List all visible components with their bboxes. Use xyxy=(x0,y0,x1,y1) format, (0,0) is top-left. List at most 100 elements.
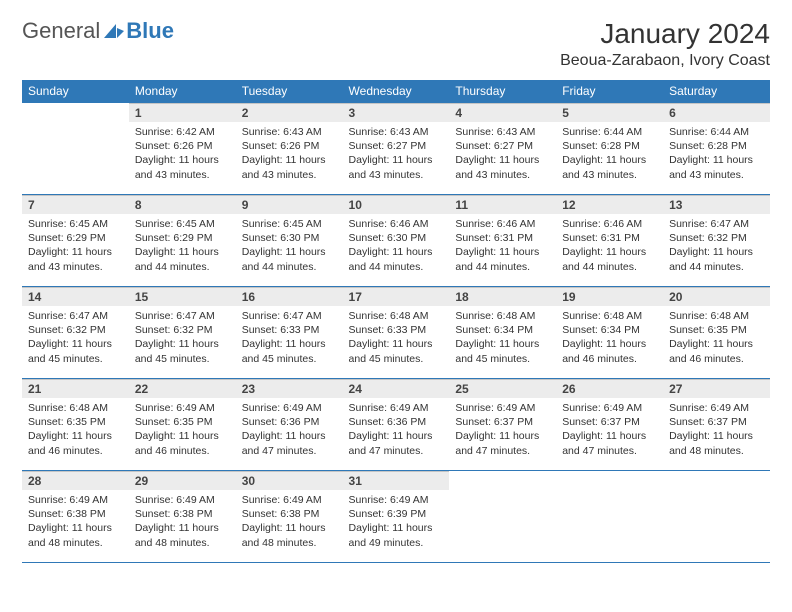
sunrise-line: Sunrise: 6:44 AM xyxy=(562,125,657,139)
day-number: 10 xyxy=(343,195,450,214)
daylight-line: and 45 minutes. xyxy=(455,352,550,366)
daylight-line: Daylight: 11 hours xyxy=(242,429,337,443)
day-body: Sunrise: 6:46 AMSunset: 6:31 PMDaylight:… xyxy=(449,214,556,278)
day-number: 8 xyxy=(129,195,236,214)
daylight-line: and 46 minutes. xyxy=(28,444,123,458)
daylight-line: Daylight: 11 hours xyxy=(562,429,657,443)
day-body: Sunrise: 6:46 AMSunset: 6:30 PMDaylight:… xyxy=(343,214,450,278)
calendar-day-cell: 31Sunrise: 6:49 AMSunset: 6:39 PMDayligh… xyxy=(343,471,450,563)
calendar-day-cell: 2Sunrise: 6:43 AMSunset: 6:26 PMDaylight… xyxy=(236,103,343,195)
daylight-line: Daylight: 11 hours xyxy=(562,337,657,351)
daylight-line: Daylight: 11 hours xyxy=(669,153,764,167)
sunrise-line: Sunrise: 6:43 AM xyxy=(455,125,550,139)
calendar-day-cell: 17Sunrise: 6:48 AMSunset: 6:33 PMDayligh… xyxy=(343,287,450,379)
day-number: 31 xyxy=(343,471,450,490)
sunset-line: Sunset: 6:39 PM xyxy=(349,507,444,521)
calendar-day-cell: 4Sunrise: 6:43 AMSunset: 6:27 PMDaylight… xyxy=(449,103,556,195)
calendar-day-cell xyxy=(663,471,770,563)
calendar-table: Sunday Monday Tuesday Wednesday Thursday… xyxy=(22,80,770,563)
calendar-day-cell: 3Sunrise: 6:43 AMSunset: 6:27 PMDaylight… xyxy=(343,103,450,195)
sunset-line: Sunset: 6:27 PM xyxy=(455,139,550,153)
calendar-day-cell: 21Sunrise: 6:48 AMSunset: 6:35 PMDayligh… xyxy=(22,379,129,471)
day-body: Sunrise: 6:45 AMSunset: 6:29 PMDaylight:… xyxy=(22,214,129,278)
location-label: Beoua-Zarabaon, Ivory Coast xyxy=(560,52,770,70)
sunset-line: Sunset: 6:29 PM xyxy=(135,231,230,245)
sunset-line: Sunset: 6:26 PM xyxy=(242,139,337,153)
calendar-day-cell: 30Sunrise: 6:49 AMSunset: 6:38 PMDayligh… xyxy=(236,471,343,563)
weekday-header: Monday xyxy=(129,80,236,103)
daylight-line: and 49 minutes. xyxy=(349,536,444,550)
daylight-line: Daylight: 11 hours xyxy=(135,153,230,167)
day-body: Sunrise: 6:43 AMSunset: 6:26 PMDaylight:… xyxy=(236,122,343,186)
day-number: 12 xyxy=(556,195,663,214)
sunrise-line: Sunrise: 6:46 AM xyxy=(455,217,550,231)
day-number: 15 xyxy=(129,287,236,306)
calendar-day-cell xyxy=(449,471,556,563)
daylight-line: Daylight: 11 hours xyxy=(349,429,444,443)
sunrise-line: Sunrise: 6:42 AM xyxy=(135,125,230,139)
calendar-day-cell: 24Sunrise: 6:49 AMSunset: 6:36 PMDayligh… xyxy=(343,379,450,471)
sunset-line: Sunset: 6:34 PM xyxy=(562,323,657,337)
page-title: January 2024 xyxy=(560,18,770,50)
calendar-day-cell: 27Sunrise: 6:49 AMSunset: 6:37 PMDayligh… xyxy=(663,379,770,471)
sunrise-line: Sunrise: 6:49 AM xyxy=(349,401,444,415)
daylight-line: Daylight: 11 hours xyxy=(349,245,444,259)
day-number: 23 xyxy=(236,379,343,398)
calendar-week-row: 21Sunrise: 6:48 AMSunset: 6:35 PMDayligh… xyxy=(22,379,770,471)
sunrise-line: Sunrise: 6:48 AM xyxy=(455,309,550,323)
weekday-header: Wednesday xyxy=(343,80,450,103)
daylight-line: and 43 minutes. xyxy=(242,168,337,182)
sunset-line: Sunset: 6:38 PM xyxy=(242,507,337,521)
sunset-line: Sunset: 6:30 PM xyxy=(349,231,444,245)
daylight-line: and 46 minutes. xyxy=(135,444,230,458)
weekday-header: Sunday xyxy=(22,80,129,103)
calendar-day-cell: 1Sunrise: 6:42 AMSunset: 6:26 PMDaylight… xyxy=(129,103,236,195)
daylight-line: and 48 minutes. xyxy=(669,444,764,458)
sunrise-line: Sunrise: 6:48 AM xyxy=(562,309,657,323)
weekday-header: Tuesday xyxy=(236,80,343,103)
calendar-day-cell: 9Sunrise: 6:45 AMSunset: 6:30 PMDaylight… xyxy=(236,195,343,287)
daylight-line: and 43 minutes. xyxy=(455,168,550,182)
day-number: 26 xyxy=(556,379,663,398)
daylight-line: and 44 minutes. xyxy=(135,260,230,274)
sunset-line: Sunset: 6:32 PM xyxy=(669,231,764,245)
daylight-line: and 45 minutes. xyxy=(28,352,123,366)
calendar-day-cell: 16Sunrise: 6:47 AMSunset: 6:33 PMDayligh… xyxy=(236,287,343,379)
calendar-week-row: 28Sunrise: 6:49 AMSunset: 6:38 PMDayligh… xyxy=(22,471,770,563)
daylight-line: Daylight: 11 hours xyxy=(28,245,123,259)
sunrise-line: Sunrise: 6:48 AM xyxy=(669,309,764,323)
calendar-week-row: 7Sunrise: 6:45 AMSunset: 6:29 PMDaylight… xyxy=(22,195,770,287)
sunrise-line: Sunrise: 6:49 AM xyxy=(135,493,230,507)
daylight-line: and 48 minutes. xyxy=(242,536,337,550)
daylight-line: and 45 minutes. xyxy=(349,352,444,366)
daylight-line: and 48 minutes. xyxy=(135,536,230,550)
day-body: Sunrise: 6:48 AMSunset: 6:35 PMDaylight:… xyxy=(663,306,770,370)
calendar-day-cell: 6Sunrise: 6:44 AMSunset: 6:28 PMDaylight… xyxy=(663,103,770,195)
day-number: 13 xyxy=(663,195,770,214)
daylight-line: and 48 minutes. xyxy=(28,536,123,550)
daylight-line: and 47 minutes. xyxy=(562,444,657,458)
sunset-line: Sunset: 6:37 PM xyxy=(455,415,550,429)
title-block: January 2024 Beoua-Zarabaon, Ivory Coast xyxy=(560,18,770,70)
daylight-line: Daylight: 11 hours xyxy=(562,153,657,167)
calendar-day-cell: 18Sunrise: 6:48 AMSunset: 6:34 PMDayligh… xyxy=(449,287,556,379)
sunset-line: Sunset: 6:35 PM xyxy=(135,415,230,429)
daylight-line: Daylight: 11 hours xyxy=(28,429,123,443)
day-number: 17 xyxy=(343,287,450,306)
calendar-day-cell: 13Sunrise: 6:47 AMSunset: 6:32 PMDayligh… xyxy=(663,195,770,287)
sunrise-line: Sunrise: 6:45 AM xyxy=(135,217,230,231)
calendar-day-cell: 22Sunrise: 6:49 AMSunset: 6:35 PMDayligh… xyxy=(129,379,236,471)
daylight-line: Daylight: 11 hours xyxy=(669,245,764,259)
day-number: 2 xyxy=(236,103,343,122)
daylight-line: Daylight: 11 hours xyxy=(135,521,230,535)
sunset-line: Sunset: 6:32 PM xyxy=(28,323,123,337)
day-body: Sunrise: 6:44 AMSunset: 6:28 PMDaylight:… xyxy=(663,122,770,186)
sunset-line: Sunset: 6:36 PM xyxy=(242,415,337,429)
daylight-line: Daylight: 11 hours xyxy=(349,521,444,535)
sunset-line: Sunset: 6:32 PM xyxy=(135,323,230,337)
calendar-day-cell: 23Sunrise: 6:49 AMSunset: 6:36 PMDayligh… xyxy=(236,379,343,471)
sunset-line: Sunset: 6:31 PM xyxy=(455,231,550,245)
sunrise-line: Sunrise: 6:49 AM xyxy=(135,401,230,415)
day-number: 20 xyxy=(663,287,770,306)
sunset-line: Sunset: 6:26 PM xyxy=(135,139,230,153)
